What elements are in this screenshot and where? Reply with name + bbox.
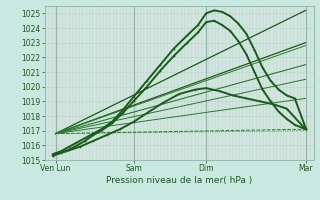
X-axis label: Pression niveau de la mer( hPa ): Pression niveau de la mer( hPa ) (106, 176, 252, 185)
